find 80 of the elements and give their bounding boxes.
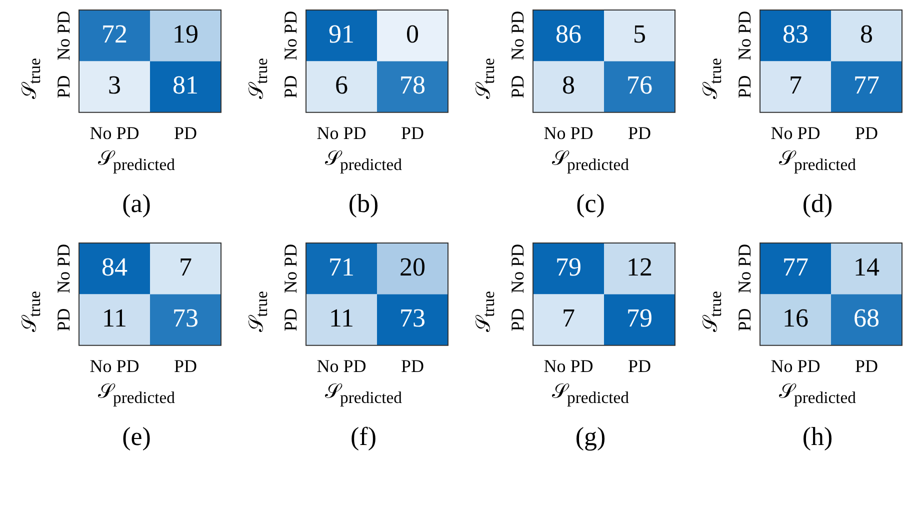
y-tick-label: PD <box>53 308 74 332</box>
y-tick-label: PD <box>507 75 528 98</box>
data-label: 86 <box>555 19 581 48</box>
y-tick-label: No PD <box>734 244 754 294</box>
data-label: 14 <box>853 252 879 282</box>
x-tick-label: PD <box>627 356 651 376</box>
y-tick-label: PD <box>507 308 528 332</box>
data-label: 19 <box>172 19 198 48</box>
x-tick-label: No PD <box>316 122 366 143</box>
data-label: 7 <box>788 70 802 100</box>
text: (h) <box>802 422 833 452</box>
y-tick-label: PD <box>280 75 300 98</box>
x-tick-label: PD <box>627 122 651 143</box>
y-tick-label: PD <box>280 308 300 332</box>
data-label: 8 <box>860 19 872 48</box>
data-label: 79 <box>555 252 581 282</box>
data-label: 6 <box>334 70 348 100</box>
data-label: 7 <box>178 252 192 282</box>
x-tick-label: PD <box>854 356 878 376</box>
data-label: 76 <box>626 70 652 100</box>
y-tick-label: No PD <box>507 10 528 60</box>
x-tick-label: No PD <box>770 122 820 143</box>
data-label: 83 <box>782 19 808 48</box>
y-tick-label: No PD <box>507 244 528 294</box>
x-tick-label: PD <box>173 356 197 376</box>
data-label: 78 <box>399 70 425 100</box>
x-tick-label: No PD <box>543 122 593 143</box>
y-tick-label: No PD <box>53 244 74 294</box>
data-label: 20 <box>399 252 425 282</box>
x-axis-title: 𝒮$_{predicted}$ <box>98 381 175 408</box>
x-tick-label: PD <box>400 122 424 143</box>
data-label: 77 <box>782 252 808 282</box>
x-tick-label: PD <box>854 122 878 143</box>
x-tick-label: No PD <box>89 122 139 143</box>
y-tick-label: PD <box>734 308 754 332</box>
x-tick-label: PD <box>400 356 424 376</box>
x-axis-title: 𝒮$_{predicted}$ <box>552 148 629 175</box>
text: (f) <box>350 422 376 452</box>
data-label: 11 <box>328 304 354 333</box>
y-tick-label: No PD <box>734 10 754 60</box>
y-tick-label: No PD <box>53 10 74 60</box>
y-tick-label: No PD <box>280 244 300 294</box>
text: (b) <box>348 189 379 219</box>
data-label: 71 <box>328 252 354 282</box>
data-label: 12 <box>626 252 652 282</box>
data-label: 0 <box>406 19 418 48</box>
data-label: 5 <box>632 19 646 48</box>
x-tick-label: PD <box>173 122 197 143</box>
x-axis-title: 𝒮$_{predicted}$ <box>98 148 175 175</box>
data-label: 91 <box>328 19 354 48</box>
y-tick-label: PD <box>53 75 74 98</box>
data-label: 7 <box>562 304 574 333</box>
data-label: 73 <box>172 304 198 333</box>
x-tick-label: No PD <box>316 356 366 376</box>
data-label: 79 <box>626 304 652 333</box>
x-tick-label: No PD <box>89 356 139 376</box>
data-label: 81 <box>172 70 198 100</box>
text: (a) <box>122 189 151 219</box>
y-tick-label: No PD <box>280 10 300 60</box>
x-axis-title: 𝒮$_{predicted}$ <box>552 381 629 408</box>
data-label: 68 <box>853 304 879 333</box>
data-label: 84 <box>101 252 127 282</box>
text: (g) <box>575 422 606 452</box>
x-axis-title: 𝒮$_{predicted}$ <box>325 381 402 408</box>
x-tick-label: No PD <box>770 356 820 376</box>
x-axis-title: 𝒮$_{predicted}$ <box>325 148 402 175</box>
data-label: 16 <box>782 304 808 333</box>
y-tick-label: PD <box>734 75 754 98</box>
text: (d) <box>802 189 833 219</box>
data-label: 11 <box>101 304 127 333</box>
data-label: 77 <box>853 70 879 100</box>
data-label: 72 <box>101 19 127 48</box>
text: (c) <box>576 189 605 219</box>
x-axis-title: 𝒮$_{predicted}$ <box>779 381 856 408</box>
text: (e) <box>122 422 151 452</box>
data-label: 3 <box>108 70 120 100</box>
data-label: 8 <box>562 70 574 100</box>
data-label: 73 <box>399 304 425 333</box>
x-axis-title: 𝒮$_{predicted}$ <box>779 148 856 175</box>
x-tick-label: No PD <box>543 356 593 376</box>
